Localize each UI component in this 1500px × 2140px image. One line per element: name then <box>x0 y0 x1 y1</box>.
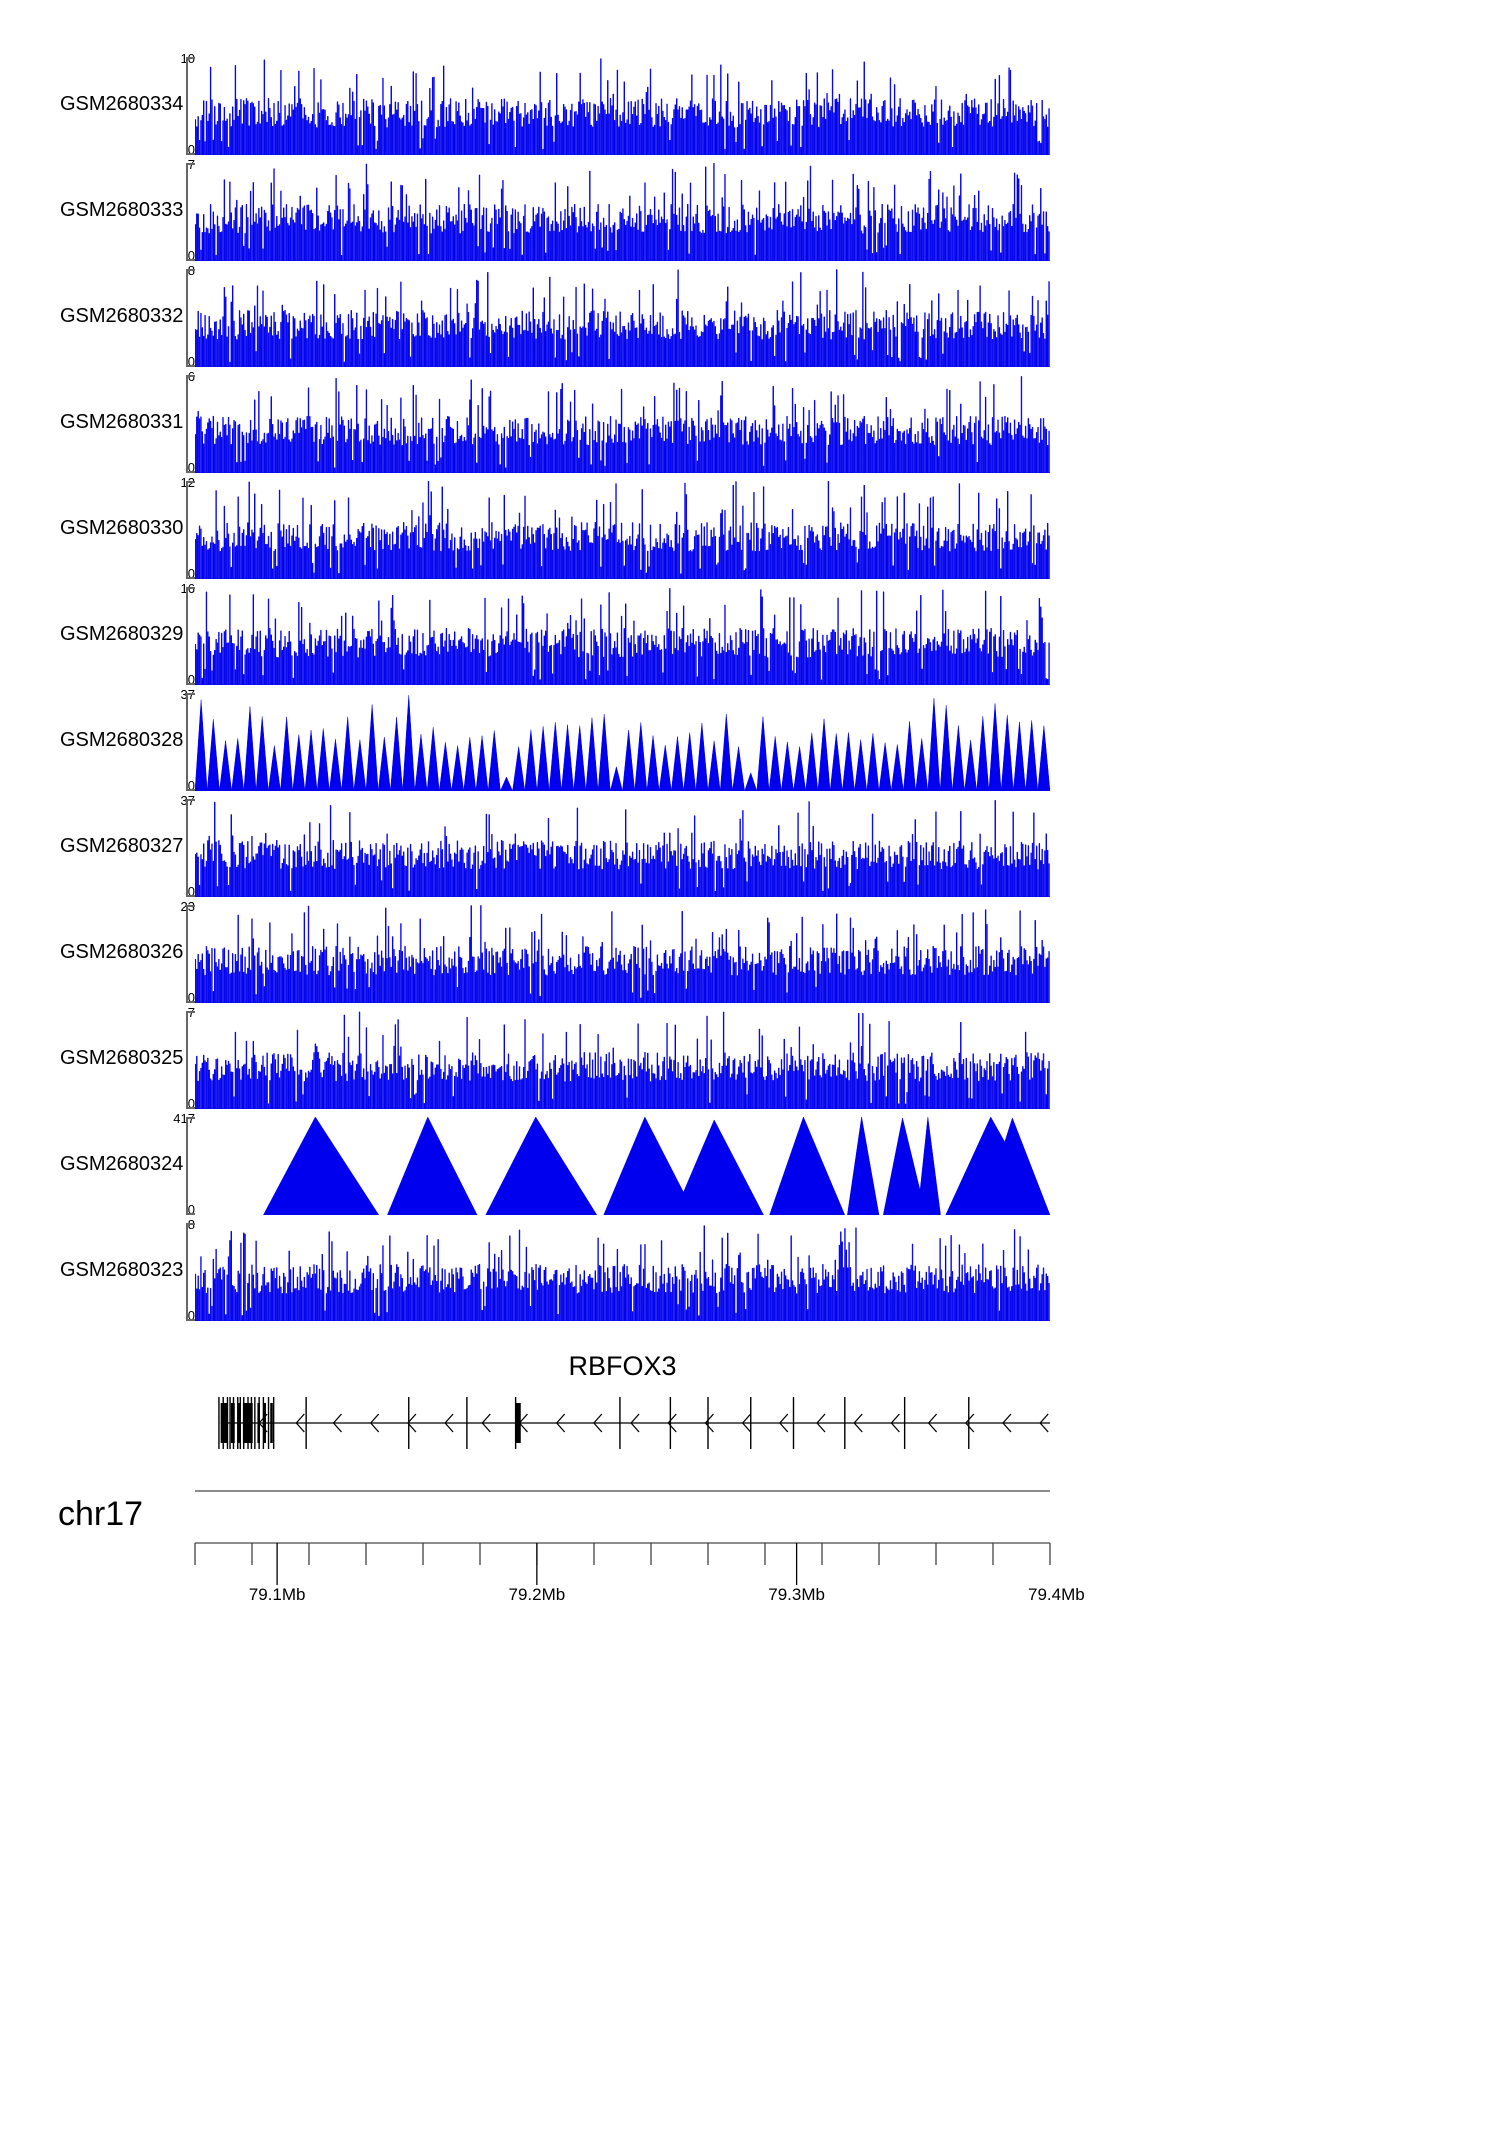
axis-tick-label: 79.1Mb <box>248 1585 306 1604</box>
coverage-plot-area <box>195 163 1050 261</box>
y-axis-min-label: 0 <box>187 1202 195 1217</box>
coverage-track: GSM268032570 <box>0 1006 1500 1111</box>
y-axis: 417 0 <box>150 1112 195 1217</box>
axis-tick-label: 79.3Mb <box>768 1585 825 1604</box>
coverage-plot-area <box>195 1223 1050 1321</box>
track-label-gsm2680329: GSM2680329 <box>60 623 184 645</box>
coverage-track: GSM2680330120 <box>0 476 1500 581</box>
coverage-track: GSM268033280 <box>0 264 1500 369</box>
y-axis-min-label: 0 <box>187 354 195 369</box>
track-label-gsm2680332: GSM2680332 <box>60 305 184 327</box>
y-axis-bracket <box>186 1223 195 1321</box>
y-axis-max-label: 417 <box>173 1111 195 1126</box>
y-axis-bracket <box>186 375 195 473</box>
track-label-gsm2680324: GSM2680324 <box>60 1153 184 1175</box>
coverage-track: GSM2680334100 <box>0 52 1500 157</box>
coverage-track: GSM2680327370 <box>0 794 1500 899</box>
y-axis-min-label: 0 <box>187 672 195 687</box>
track-label-gsm2680327: GSM2680327 <box>60 835 184 857</box>
y-axis-min-label: 0 <box>187 142 195 157</box>
y-axis-bracket <box>186 587 195 685</box>
genomic-coordinate-axis <box>0 1481 1500 1611</box>
coverage-track: GSM268032380 <box>0 1218 1500 1323</box>
coverage-plot-area <box>195 269 1050 367</box>
y-axis-min-label: 0 <box>187 1308 195 1323</box>
track-label-gsm2680331: GSM2680331 <box>60 411 184 433</box>
y-axis-bracket <box>186 163 195 261</box>
y-axis-bracket <box>186 905 195 1003</box>
y-axis-bracket <box>186 1011 195 1109</box>
y-axis-min-label: 0 <box>187 248 195 263</box>
y-axis-bracket <box>186 1117 195 1215</box>
y-axis-min-label: 0 <box>187 884 195 899</box>
y-axis-bracket <box>186 693 195 791</box>
coverage-track: GSM2680326230 <box>0 900 1500 1005</box>
coverage-track: GSM2680328370 <box>0 688 1500 793</box>
y-axis-bracket <box>186 481 195 579</box>
track-label-gsm2680328: GSM2680328 <box>60 729 184 751</box>
gene-model-track <box>0 1393 1500 1453</box>
y-axis-bracket <box>186 799 195 897</box>
y-axis-bracket <box>186 57 195 155</box>
chromosome-label: chr17 <box>58 1495 144 1533</box>
y-axis-min-label: 0 <box>187 460 195 475</box>
axis-tick-label: 79.4Mb <box>1028 1585 1085 1604</box>
coverage-plot-area <box>195 1011 1050 1109</box>
coverage-track: GSM268033370 <box>0 158 1500 263</box>
gene-name-label: RBFOX3 <box>568 1351 677 1381</box>
coverage-plot-area <box>195 481 1050 579</box>
coverage-plot-area <box>195 1117 1050 1215</box>
coverage-track: GSM2680324 417 0 <box>0 1112 1500 1217</box>
y-axis-min-label: 0 <box>187 778 195 793</box>
track-label-gsm2680325: GSM2680325 <box>60 1047 184 1069</box>
y-axis-min-label: 0 <box>187 566 195 581</box>
coverage-plot-area <box>195 693 1050 791</box>
y-axis-min-label: 0 <box>187 1096 195 1111</box>
track-label-gsm2680326: GSM2680326 <box>60 941 184 963</box>
coverage-plot-area <box>195 799 1050 897</box>
track-label-gsm2680333: GSM2680333 <box>60 199 184 221</box>
coverage-plot-area <box>195 587 1050 685</box>
track-label-gsm2680323: GSM2680323 <box>60 1259 184 1281</box>
coverage-track: GSM2680329160 <box>0 582 1500 687</box>
coverage-plot-area <box>195 57 1050 155</box>
y-axis-min-label: 0 <box>187 990 195 1005</box>
coverage-track: GSM268033160 <box>0 370 1500 475</box>
axis-tick-label: 79.2Mb <box>508 1585 566 1604</box>
y-axis-bracket <box>186 269 195 367</box>
track-label-gsm2680334: GSM2680334 <box>60 93 184 115</box>
track-label-gsm2680330: GSM2680330 <box>60 517 184 539</box>
coverage-plot-area <box>195 375 1050 473</box>
coverage-plot-area <box>195 905 1050 1003</box>
